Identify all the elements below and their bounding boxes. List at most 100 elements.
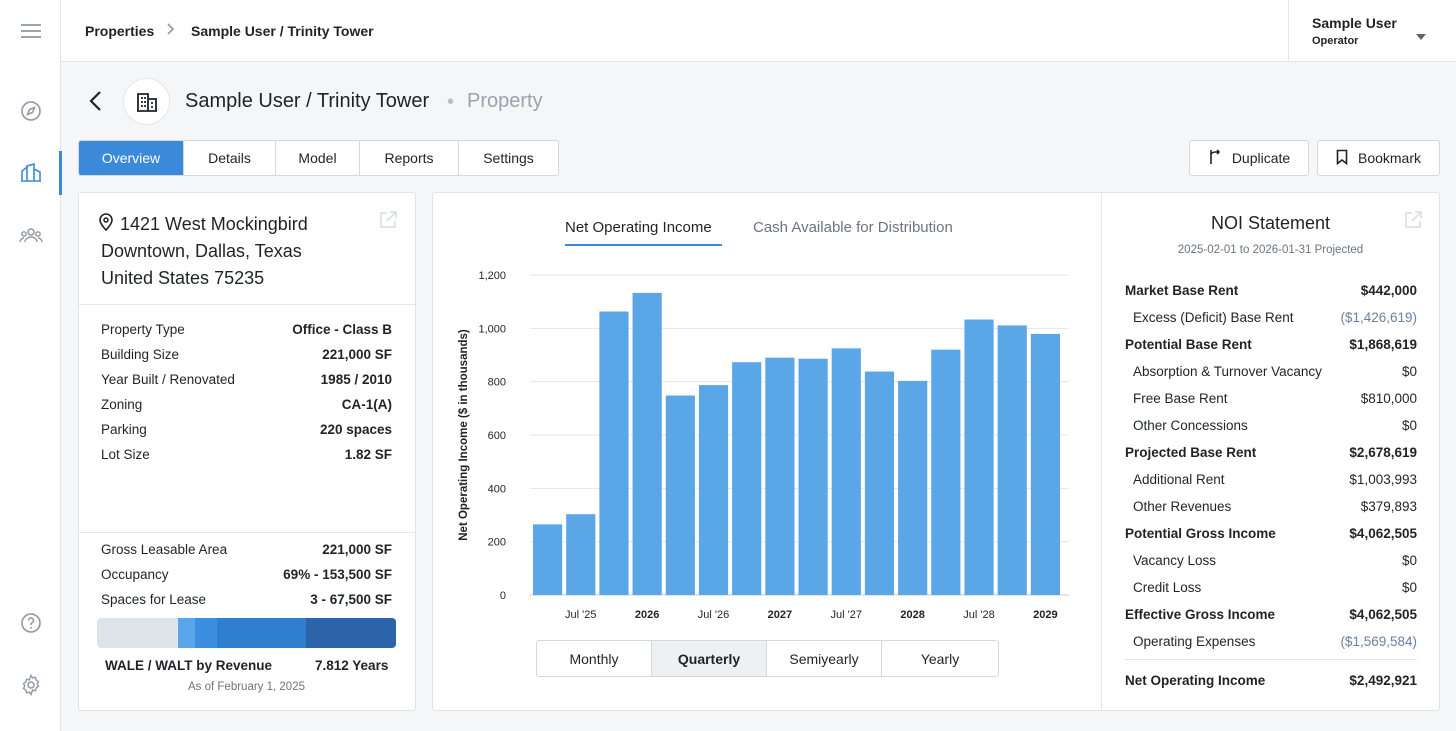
bar [1030, 333, 1060, 595]
y-tick-label: 800 [488, 377, 506, 389]
noi-row-label: Other Concessions [1133, 418, 1248, 433]
noi-row: Other Concessions $0 [1125, 418, 1417, 436]
noi-row: Vacancy Loss $0 [1125, 553, 1417, 571]
compass-icon[interactable] [0, 96, 61, 126]
noi-total-label: Net Operating Income [1125, 673, 1266, 688]
duplicate-button[interactable]: Duplicate [1189, 140, 1309, 176]
noi-row-label: Credit Loss [1133, 580, 1202, 595]
lease-segment [177, 618, 196, 648]
bar [831, 348, 861, 595]
fact-building-size: Building Size 221,000 SF [101, 347, 392, 365]
duplicate-label: Duplicate [1231, 150, 1291, 166]
fact-label: Gross Leasable Area [101, 542, 228, 557]
wale-value: 7.812 Years [315, 658, 389, 673]
noi-row-label: Absorption & Turnover Vacancy [1133, 364, 1322, 379]
period-semiyearly[interactable]: Semiyearly [767, 641, 882, 676]
y-tick-label: 1,200 [478, 270, 506, 282]
tab-details[interactable]: Details [184, 141, 276, 175]
fact-value: 221,000 SF [322, 542, 392, 557]
fork-icon [1208, 148, 1222, 168]
tab-cash-available[interactable]: Cash Available for Distribution [753, 219, 953, 236]
noi-title: NOI Statement [1210, 213, 1331, 233]
noi-row-label: Market Base Rent [1125, 283, 1239, 298]
bar [698, 385, 729, 595]
panel-divider [1101, 193, 1102, 710]
period-yearly[interactable]: Yearly [920, 650, 960, 667]
help-icon[interactable] [0, 608, 61, 638]
bar [765, 357, 795, 595]
noi-row: Market Base Rent $442,000 [1125, 283, 1417, 301]
fact-label: Lot Size [101, 447, 150, 462]
divider [79, 532, 415, 533]
fact-value: 3 - 67,500 SF [310, 592, 392, 607]
tab-settings[interactable]: Settings [483, 150, 534, 166]
y-tick-label: 0 [500, 590, 506, 602]
period-quarterly[interactable]: Quarterly [652, 641, 767, 676]
users-icon[interactable] [0, 220, 61, 250]
x-tick-label: Jul '25 [565, 609, 596, 621]
chevron-right-icon [165, 22, 175, 41]
active-tab-underline [565, 244, 722, 246]
x-tick-label: 2026 [635, 609, 659, 621]
noi-row: Projected Base Rent $2,678,619 [1125, 445, 1417, 463]
tab-model[interactable]: Model [276, 141, 360, 175]
noi-row-value: $2,678,619 [1349, 445, 1417, 460]
user-name: Sample User [1312, 15, 1397, 31]
breadcrumb-root[interactable]: Properties [85, 23, 155, 39]
fact-value: 69% - 153,500 SF [283, 567, 392, 582]
page-title: Sample User / Trinity Tower [185, 90, 430, 112]
noi-bar-chart: 0 200 400 600 800 1,000 1,200 Net Operating Inc… [458, 270, 1069, 621]
x-tick-label: Jul '26 [698, 609, 729, 621]
bar [997, 325, 1027, 595]
noi-row: Other Revenues $379,893 [1125, 499, 1417, 517]
divider [1125, 659, 1417, 660]
y-tick-label: 400 [488, 483, 506, 495]
external-link-icon[interactable] [1404, 211, 1422, 234]
settings-icon[interactable] [0, 670, 61, 700]
page-type: Property [467, 90, 543, 112]
noi-row: Additional Rent $1,003,993 [1125, 472, 1417, 490]
fact-value: Office - Class B [292, 322, 392, 337]
noi-row-value: $4,062,505 [1349, 526, 1417, 541]
noi-row-label: Effective Gross Income [1125, 607, 1276, 622]
user-role: Operator [1312, 35, 1359, 47]
noi-row-value: $810,000 [1360, 391, 1417, 406]
fact-label: Property Type [101, 322, 185, 337]
bookmark-label: Bookmark [1357, 150, 1422, 166]
fact-occupancy: Occupancy 69% - 153,500 SF [101, 567, 392, 585]
noi-row-label: Other Revenues [1133, 499, 1232, 514]
fact-value: 1985 / 2010 [320, 372, 392, 387]
bookmark-button[interactable]: Bookmark [1317, 140, 1440, 176]
bar [931, 349, 961, 595]
noi-row: Excess (Deficit) Base Rent ($1,426,619) [1125, 310, 1417, 328]
back-arrow-icon[interactable] [86, 90, 106, 117]
period-selector: Monthly Quarterly Semiyearly Yearly [536, 640, 999, 677]
breadcrumb-current: Sample User / Trinity Tower [191, 23, 374, 39]
fact-label: Year Built / Renovated [101, 372, 235, 387]
external-link-icon[interactable] [379, 211, 397, 234]
lease-expiration-bar [97, 618, 396, 648]
y-tick-label: 600 [488, 430, 506, 442]
noi-row-value: $1,868,619 [1349, 337, 1417, 352]
x-tick-label: 2027 [768, 609, 792, 621]
menu-icon[interactable] [0, 16, 61, 46]
noi-row: Free Base Rent $810,000 [1125, 391, 1417, 409]
noi-row-label: Potential Base Rent [1125, 337, 1252, 352]
noi-date-range: 2025-02-01 to 2026-01-31 Projected [1177, 244, 1364, 256]
period-monthly[interactable]: Monthly [537, 641, 652, 676]
bar [898, 380, 928, 595]
noi-row: Absorption & Turnover Vacancy $0 [1125, 364, 1417, 382]
bar [599, 311, 629, 595]
tab-overview[interactable]: Overview [79, 141, 184, 175]
user-menu[interactable]: Sample User Operator [1288, 0, 1456, 62]
building-icon [123, 78, 170, 125]
tab-net-operating-income[interactable]: Net Operating Income [565, 219, 712, 236]
noi-row-value: $0 [1401, 553, 1417, 568]
noi-row-value: $379,893 [1360, 499, 1417, 514]
tab-reports[interactable]: Reports [360, 141, 459, 175]
fact-value: CA-1(A) [341, 397, 392, 412]
noi-total-value: $2,492,921 [1349, 673, 1417, 688]
fact-label: Occupancy [101, 567, 169, 582]
properties-icon[interactable] [0, 151, 62, 195]
title-separator: • [447, 91, 455, 113]
